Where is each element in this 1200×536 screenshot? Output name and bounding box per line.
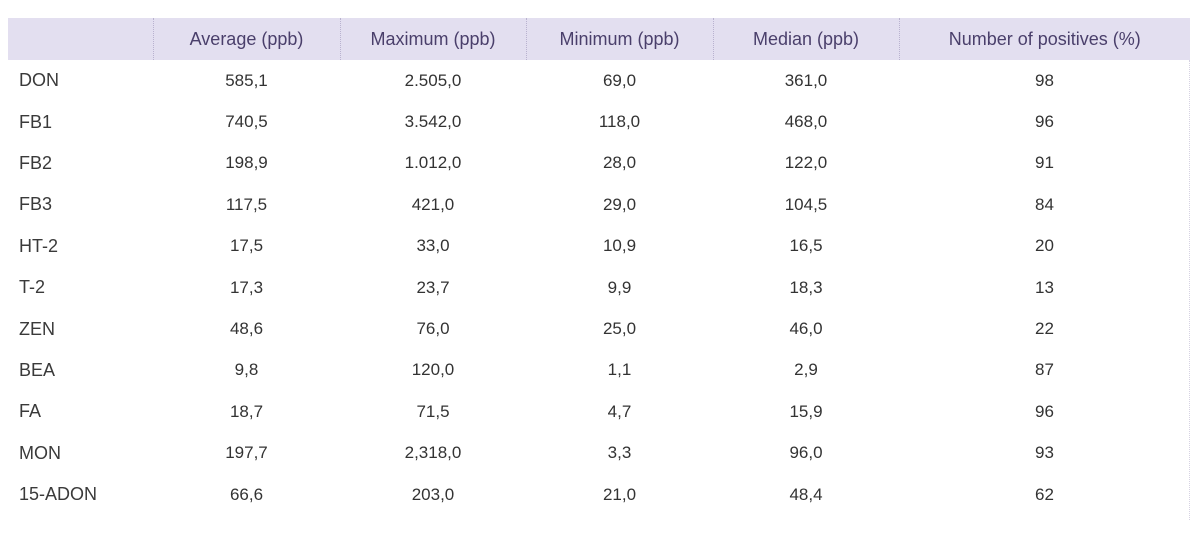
cell-positives: 96 <box>1035 401 1054 421</box>
cell-row-label: FB3 <box>19 194 53 215</box>
cell-average: 198,9 <box>225 153 268 173</box>
cell-maximum: 421,0 <box>411 194 455 214</box>
cell-minimum: 4,7 <box>607 401 632 421</box>
cell-minimum: 9,9 <box>607 277 632 297</box>
header-cell-positives: Number of positives (%) <box>898 18 1190 60</box>
cell-median: 122,0 <box>784 153 828 173</box>
cell-positives: 22 <box>1035 319 1054 339</box>
cell-positives: 98 <box>1035 70 1054 90</box>
cell-median: 15,9 <box>789 401 823 421</box>
table-row: FB3 117,5 421,0 29,0 104,5 84 <box>8 184 1190 225</box>
cell-row-label: ZEN <box>19 318 55 339</box>
cell-median: 16,5 <box>789 236 823 256</box>
cell-median: 2,9 <box>794 360 818 380</box>
cell-maximum: 120,0 <box>411 360 455 380</box>
cell-maximum: 3.542,0 <box>404 112 462 132</box>
cell-positives: 91 <box>1035 153 1054 173</box>
table-row: 15-ADON 66,6 203,0 21,0 48,4 62 <box>8 474 1190 515</box>
cell-median: 18,3 <box>789 277 823 297</box>
cell-average: 197,7 <box>225 443 268 463</box>
cell-row-label: MON <box>19 442 61 463</box>
cell-average: 48,6 <box>229 319 264 339</box>
table-row: DON 585,1 2.505,0 69,0 361,0 98 <box>8 60 1190 101</box>
cell-maximum: 2,318,0 <box>404 443 462 463</box>
cell-minimum: 10,9 <box>602 236 637 256</box>
cell-maximum: 203,0 <box>411 484 455 504</box>
header-cell-median: Median (ppb) <box>712 18 899 60</box>
cell-row-label: HT-2 <box>19 235 59 256</box>
cell-minimum: 3,3 <box>607 443 632 463</box>
cell-average: 585,1 <box>225 70 268 90</box>
cell-row-label: DON <box>19 70 59 91</box>
cell-maximum: 33,0 <box>416 236 450 256</box>
table-row: HT-2 17,5 33,0 10,9 16,5 20 <box>8 226 1190 267</box>
cell-row-label: FB1 <box>19 111 53 132</box>
cell-row-label: FA <box>19 401 42 422</box>
cell-average: 66,6 <box>229 484 264 504</box>
table-row: FB2 198,9 1.012,0 28,0 122,0 91 <box>8 143 1190 184</box>
cell-median: 361,0 <box>784 70 828 90</box>
cell-row-label: 15-ADON <box>19 484 98 505</box>
cell-positives: 87 <box>1035 360 1054 380</box>
cell-minimum: 21,0 <box>602 484 637 504</box>
table-row: FA 18,7 71,5 4,7 15,9 96 <box>8 391 1190 432</box>
cell-positives: 13 <box>1035 277 1054 297</box>
cell-row-label: FB2 <box>19 152 53 173</box>
mycotoxin-table-container: Average (ppb) Maximum (ppb) Minimum (ppb… <box>8 18 1190 515</box>
table-row: MON 197,7 2,318,0 3,3 96,0 93 <box>8 433 1190 474</box>
right-dotted-divider <box>1189 60 1190 520</box>
cell-maximum: 1.012,0 <box>404 153 462 173</box>
mycotoxin-table: Average (ppb) Maximum (ppb) Minimum (ppb… <box>8 18 1190 515</box>
cell-median: 104,5 <box>784 194 828 214</box>
table-row: BEA 9,8 120,0 1,1 2,9 87 <box>8 350 1190 391</box>
cell-median: 48,4 <box>789 484 823 504</box>
cell-average: 740,5 <box>225 112 268 132</box>
cell-average: 18,7 <box>229 401 264 421</box>
cell-average: 17,5 <box>229 236 264 256</box>
cell-row-label: T-2 <box>19 277 46 298</box>
table-row: FB1 740,5 3.542,0 118,0 468,0 96 <box>8 101 1190 142</box>
cell-average: 9,8 <box>234 360 259 380</box>
cell-maximum: 71,5 <box>416 401 450 421</box>
header-cell-maximum: Maximum (ppb) <box>339 18 526 60</box>
cell-positives: 20 <box>1035 236 1054 256</box>
table-row: ZEN 48,6 76,0 25,0 46,0 22 <box>8 308 1190 349</box>
header-cell-empty <box>8 18 153 60</box>
cell-minimum: 118,0 <box>598 112 641 132</box>
cell-maximum: 76,0 <box>416 319 450 339</box>
header-cell-average: Average (ppb) <box>152 18 340 60</box>
cell-positives: 84 <box>1035 194 1054 214</box>
cell-positives: 93 <box>1035 443 1054 463</box>
cell-positives: 96 <box>1035 112 1054 132</box>
cell-minimum: 1,1 <box>607 360 632 380</box>
table-row: T-2 17,3 23,7 9,9 18,3 13 <box>8 267 1190 308</box>
cell-average: 17,3 <box>229 277 264 297</box>
cell-minimum: 69,0 <box>602 70 637 90</box>
table-body: DON 585,1 2.505,0 69,0 361,0 98 FB1 740,5 3.542,… <box>8 60 1190 515</box>
cell-maximum: 2.505,0 <box>404 70 462 90</box>
cell-minimum: 25,0 <box>602 319 637 339</box>
cell-positives: 62 <box>1035 484 1054 504</box>
cell-minimum: 28,0 <box>602 153 637 173</box>
header-cell-minimum: Minimum (ppb) <box>525 18 713 60</box>
cell-minimum: 29,0 <box>602 194 637 214</box>
cell-average: 117,5 <box>225 194 268 214</box>
cell-row-label: BEA <box>19 359 56 380</box>
cell-median: 468,0 <box>784 112 828 132</box>
cell-median: 46,0 <box>789 319 823 339</box>
table-header-row: Average (ppb) Maximum (ppb) Minimum (ppb… <box>8 18 1190 60</box>
cell-median: 96,0 <box>789 443 823 463</box>
cell-maximum: 23,7 <box>416 277 450 297</box>
